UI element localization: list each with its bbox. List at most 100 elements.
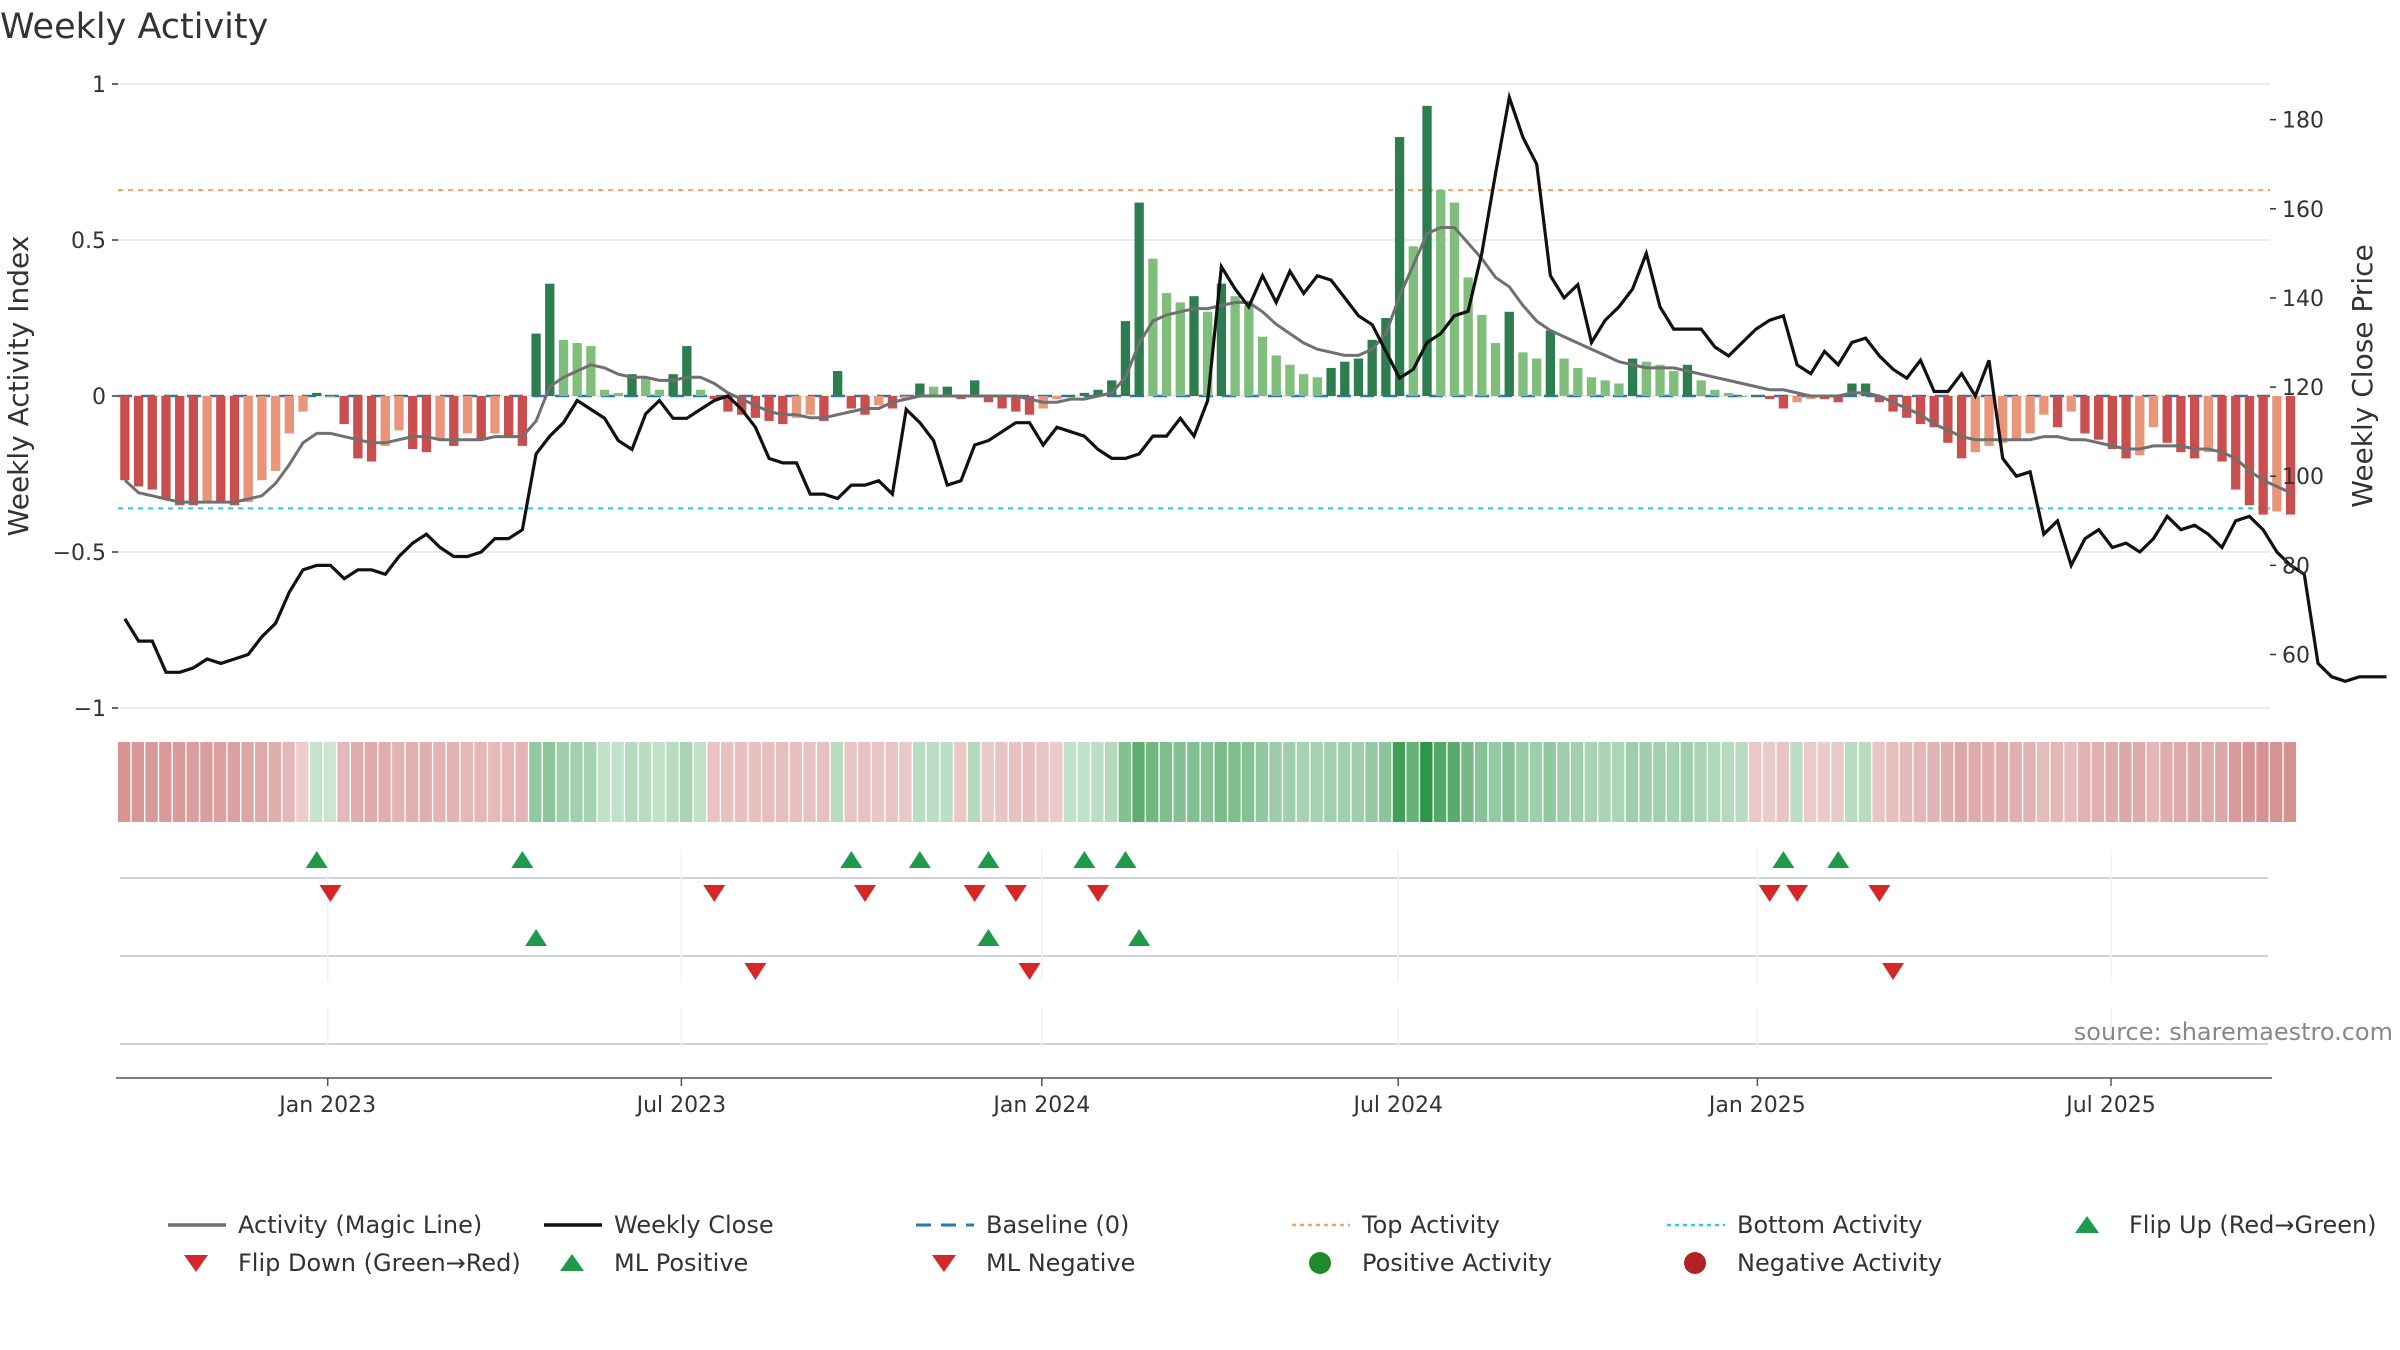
activity-bar [257,396,267,481]
band-cell [296,742,309,822]
activity-bar [668,374,678,396]
right-axis: 180 160 140 120 100 80 60 Weekly Close Price [2270,109,2379,669]
activity-bar [2066,396,2076,412]
legend-item: Weekly Close [544,1211,774,1239]
band-cell [1968,742,1981,822]
activity-bar [1161,293,1172,396]
magic-line-series [123,226,2292,504]
activity-bar [997,396,1007,409]
band-cell [392,742,405,822]
band-cell [830,742,844,822]
band-cell [2187,742,2201,822]
activity-bar [654,389,665,396]
band-cell [227,742,240,822]
activity-bar [2052,396,2063,428]
band-cell [1132,742,1145,822]
activity-bar [325,396,336,397]
activity-bar [2148,396,2159,428]
band-cell [268,742,282,822]
band-cell [1104,742,1118,822]
x-tick-label: Jan 2025 [1707,1093,1806,1118]
band-cell [1077,742,1090,822]
band-cell [1488,742,1502,822]
activity-bar [558,339,569,396]
activity-bar [1847,383,1857,396]
activity-bar [1806,396,1816,400]
band-cell [1146,742,1159,822]
band-cell [1858,742,1872,822]
activity-bar [1353,358,1364,396]
y-axis-label: Weekly Activity Index [2,236,35,537]
band-cell [1187,742,1200,822]
activity-bar [1490,342,1501,396]
activity-bar [408,396,418,450]
band-cell [652,742,665,822]
band-cell [885,742,898,822]
legend-swatch-circle [1309,1252,1331,1274]
band-cell [446,742,460,822]
band-cell [1241,742,1255,822]
activity-bar [970,380,980,396]
band-cell [940,742,953,822]
activity-bar [2039,396,2049,415]
band-cell [1502,742,1515,822]
band-cell [1639,742,1652,822]
activity-bar [2135,396,2145,456]
legend-swatch-triangle-up [560,1254,584,1271]
y-right-tick-label: 180 [2282,109,2324,134]
activity-bar [1408,246,1418,396]
band-cell [460,742,474,822]
band-cell [200,742,213,822]
activity-bar [1696,380,1706,396]
activity-bar [1614,383,1624,396]
activity-bar [1518,352,1528,396]
legend-label: ML Positive [614,1249,748,1277]
y-tick-label: 1 [92,73,106,98]
band-cell [2215,742,2228,822]
band-cell [1708,742,1721,822]
y-right-tick-label: 60 [2282,644,2310,669]
legend-swatch-triangle-up [2075,1216,2099,1233]
activity-bar [1120,321,1131,396]
band-cell [1214,742,1227,822]
activity-bar [1463,277,1473,396]
band-cell [542,742,556,822]
band-cell [967,742,981,822]
flip-up-marker [1827,851,1850,868]
flip-down-marker [703,885,726,902]
flip-down-marker [1087,885,1110,902]
band-cell [1529,742,1543,822]
band-cell [1392,742,1406,822]
activity-bar [120,396,130,481]
band-cell [1612,742,1625,822]
activity-bar [517,396,528,446]
x-tick-label: Jul 2024 [1351,1093,1443,1118]
band-cell [1173,742,1186,822]
band-cell [679,742,693,822]
band-cell [1008,742,1022,822]
band-cell [913,742,926,822]
activity-bar [188,396,199,506]
activity-bar [1134,202,1144,396]
band-cell [1817,742,1831,822]
y-right-tick-label: 120 [2282,376,2324,401]
legend-swatch-triangle-down [184,1255,208,1272]
band-cell [1803,742,1817,822]
activity-bar [682,346,692,396]
activity-bar [709,396,719,400]
activity-bar [1504,311,1514,396]
legend-label: Activity (Magic Line) [238,1211,482,1239]
activity-bar [956,396,966,400]
activity-bar [832,371,843,396]
activity-bar [928,386,939,396]
legend-label: Bottom Activity [1737,1211,1922,1239]
band-cell [378,742,391,822]
activity-bar [1394,137,1405,397]
activity-bar [1011,396,1021,412]
legend-label: Weekly Close [614,1211,774,1239]
band-cell [1351,742,1364,822]
activity-bar [1381,318,1391,396]
activity-bar [1819,396,1830,400]
activity-bar [1449,202,1460,396]
